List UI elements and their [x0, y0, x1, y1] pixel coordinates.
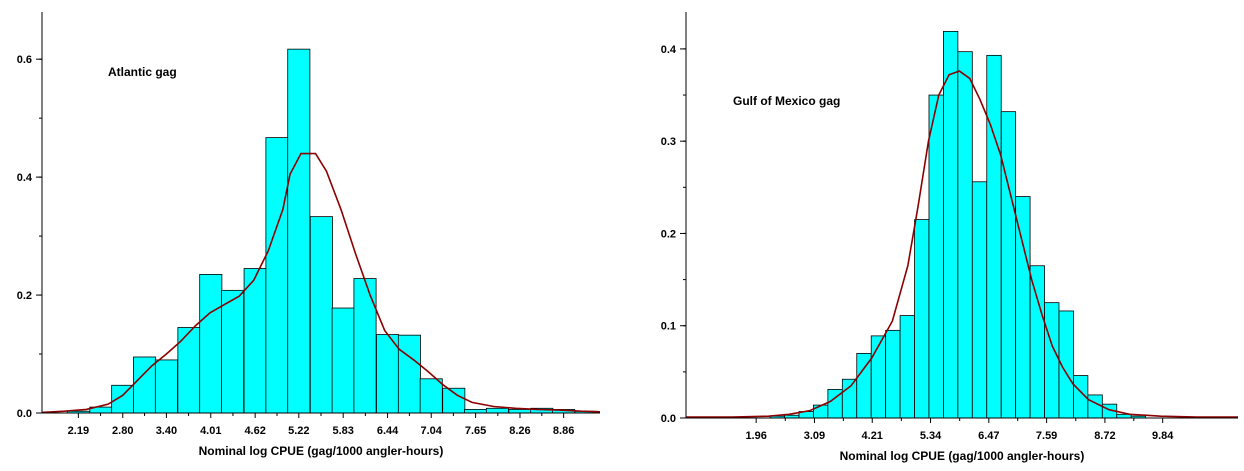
x-tick-label: 6.44 [377, 425, 399, 437]
y-tick-label: 0.0 [17, 408, 32, 420]
histogram-bar [154, 359, 178, 414]
histogram-bar [1015, 196, 1031, 419]
histogram-bar [464, 409, 488, 414]
histogram-bar [856, 353, 872, 419]
histogram-bar [885, 329, 901, 419]
histogram-bar [199, 274, 223, 414]
x-tick-label: 3.09 [804, 430, 825, 442]
x-tick-label: 7.59 [1036, 430, 1057, 442]
y-tick-label: 0.0 [661, 413, 676, 425]
histogram-bar [899, 315, 915, 419]
chart-annotation: Atlantic gag [108, 65, 177, 79]
histogram-bar [928, 94, 944, 419]
histogram-bar [1087, 394, 1103, 419]
density-curve [686, 70, 1238, 418]
histogram-bar [957, 51, 973, 419]
histogram-bar [508, 409, 532, 414]
x-tick-label: 5.83 [332, 425, 353, 437]
histogram-bar [331, 307, 355, 414]
histogram-bar [914, 219, 930, 419]
histogram-bar [971, 181, 988, 419]
atlantic-gag-histogram: 0.0 0.2 0.4 0.6 2.19 2.80 3.40 4.01 4.62 5.22 5.83… [17, 12, 601, 458]
x-tick-label: 2.80 [112, 425, 133, 437]
y-tick-label: 0.4 [661, 44, 677, 56]
gulf-of-mexico-gag-histogram: 0.0 0.1 0.2 0.3 0.4 1.96 3.09 4.21 5.34 6.47 7.59 8… [661, 12, 1238, 463]
histogram-bar [243, 268, 267, 414]
histogram-bar [376, 334, 400, 414]
histogram-bar [265, 137, 289, 414]
y-tick-label: 0.6 [17, 54, 32, 66]
density-curve [41, 152, 601, 414]
x-tick-label: 4.01 [200, 425, 221, 437]
histogram-bar [1000, 111, 1017, 419]
x-tick-label: 8.72 [1094, 430, 1115, 442]
histogram-bar [1044, 302, 1060, 419]
histogram-bar [1029, 265, 1045, 419]
x-tick-label: 7.04 [421, 425, 443, 437]
y-tick-label: 0.4 [17, 172, 33, 184]
x-tick-label: 8.26 [509, 425, 530, 437]
histogram-bar [309, 216, 333, 414]
histogram-bar [841, 378, 858, 419]
x-axis-title: Nominal log CPUE (gag/1000 angler-hours) [840, 449, 1085, 463]
histogram-bar [287, 48, 311, 414]
x-tick-label: 8.86 [553, 425, 574, 437]
x-tick-label: 5.34 [920, 430, 942, 442]
histogram-bar [986, 54, 1002, 419]
x-tick-label: 4.62 [244, 425, 265, 437]
x-tick-label: 6.47 [978, 430, 999, 442]
y-tick-label: 0.3 [661, 136, 676, 148]
chart-annotation: Gulf of Mexico gag [733, 94, 840, 108]
histogram-bar [397, 334, 421, 414]
x-tick-label: 5.22 [288, 425, 309, 437]
histogram-bar [943, 30, 959, 419]
histogram-bar [870, 335, 887, 419]
y-tick-label: 0.2 [17, 290, 32, 302]
histogram-bar [353, 278, 377, 414]
histogram-bar [485, 407, 509, 414]
x-tick-label: 4.21 [862, 430, 883, 442]
x-tick-label: 7.65 [465, 425, 486, 437]
histogram-bar [419, 378, 443, 414]
y-tick-label: 0.2 [661, 228, 676, 240]
x-axis-title: Nominal log CPUE (gag/1000 angler-hours) [199, 444, 444, 458]
histogram-bar [813, 404, 829, 419]
y-tick-label: 0.1 [661, 321, 676, 333]
x-tick-label: 2.19 [68, 425, 89, 437]
x-tick-label: 9.84 [1152, 430, 1174, 442]
histogram-bar [221, 289, 245, 414]
x-tick-label: 1.96 [745, 430, 766, 442]
x-tick-label: 3.40 [156, 425, 177, 437]
